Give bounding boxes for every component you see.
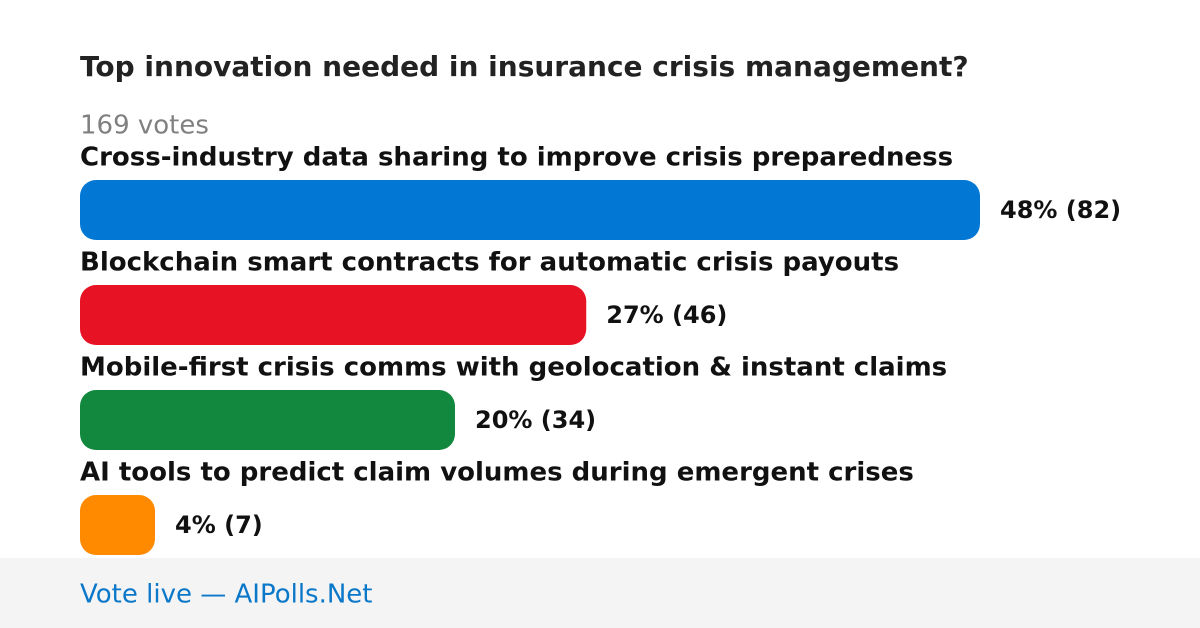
bar: [80, 495, 155, 555]
option-label: Cross-industry data sharing to improve c…: [80, 143, 953, 173]
value-label: 4% (7): [175, 511, 263, 539]
bar: [80, 390, 455, 450]
value-label: 27% (46): [606, 301, 727, 329]
option-label: Blockchain smart contracts for automatic…: [80, 248, 899, 278]
footer-link[interactable]: Vote live — AIPolls.Net: [80, 580, 373, 610]
footer-band: [0, 558, 1200, 628]
vote-count: 169 votes: [80, 111, 209, 141]
poll-title: Top innovation needed in insurance crisi…: [80, 50, 969, 83]
option-label: Mobile-first crisis comms with geolocati…: [80, 353, 947, 383]
option-label: AI tools to predict claim volumes during…: [80, 458, 914, 488]
value-label: 48% (82): [1000, 196, 1121, 224]
bar: [80, 180, 980, 240]
bar: [80, 285, 587, 345]
value-label: 20% (34): [475, 406, 596, 434]
